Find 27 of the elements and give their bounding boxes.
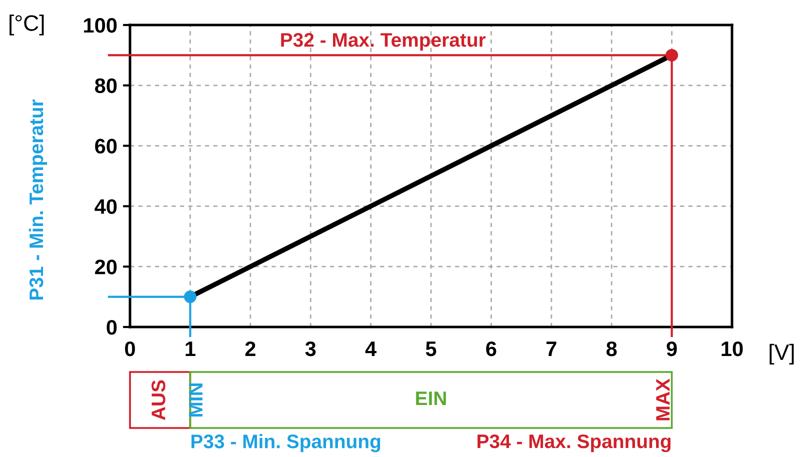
x-tick-label: 10 bbox=[722, 341, 743, 356]
text: EIN bbox=[416, 392, 446, 406]
y-tick-label: 80 bbox=[94, 78, 117, 94]
x-tick-label: 1 bbox=[186, 342, 196, 356]
y-tick-label: 60 bbox=[95, 138, 117, 154]
x-tick-label: 5 bbox=[426, 342, 436, 356]
x-tick-label: 2 bbox=[245, 341, 256, 356]
text: AUS bbox=[152, 380, 166, 420]
x-tick-label: 0 bbox=[125, 341, 135, 356]
ref-line-label: P31 - Min. Temperatur bbox=[28, 99, 48, 300]
y-axis-title: [°C] bbox=[10, 14, 44, 36]
text: MAX bbox=[656, 378, 670, 420]
y-tick-label: 40 bbox=[94, 199, 117, 214]
x-tick-label: 8 bbox=[606, 341, 617, 356]
y-tick-label: 100 bbox=[84, 18, 117, 33]
ref-line-label: P33 - Min. Spannung bbox=[192, 434, 380, 452]
x-axis-title: [V] bbox=[770, 344, 794, 365]
text: MIN bbox=[189, 383, 202, 417]
x-tick-label: 3 bbox=[305, 341, 316, 356]
x-tick-label: 4 bbox=[365, 342, 376, 356]
x-tick-label: 7 bbox=[546, 342, 556, 356]
x-tick-label: 9 bbox=[666, 341, 677, 356]
y-tick-label: 20 bbox=[95, 260, 117, 274]
x-tick-label: 6 bbox=[486, 341, 496, 356]
ref-line-label: P32 - Max. Temperatur bbox=[281, 33, 486, 51]
ref-line-label: P34 - Max. Spannung bbox=[478, 434, 671, 452]
y-tick-label: 0 bbox=[106, 320, 117, 335]
